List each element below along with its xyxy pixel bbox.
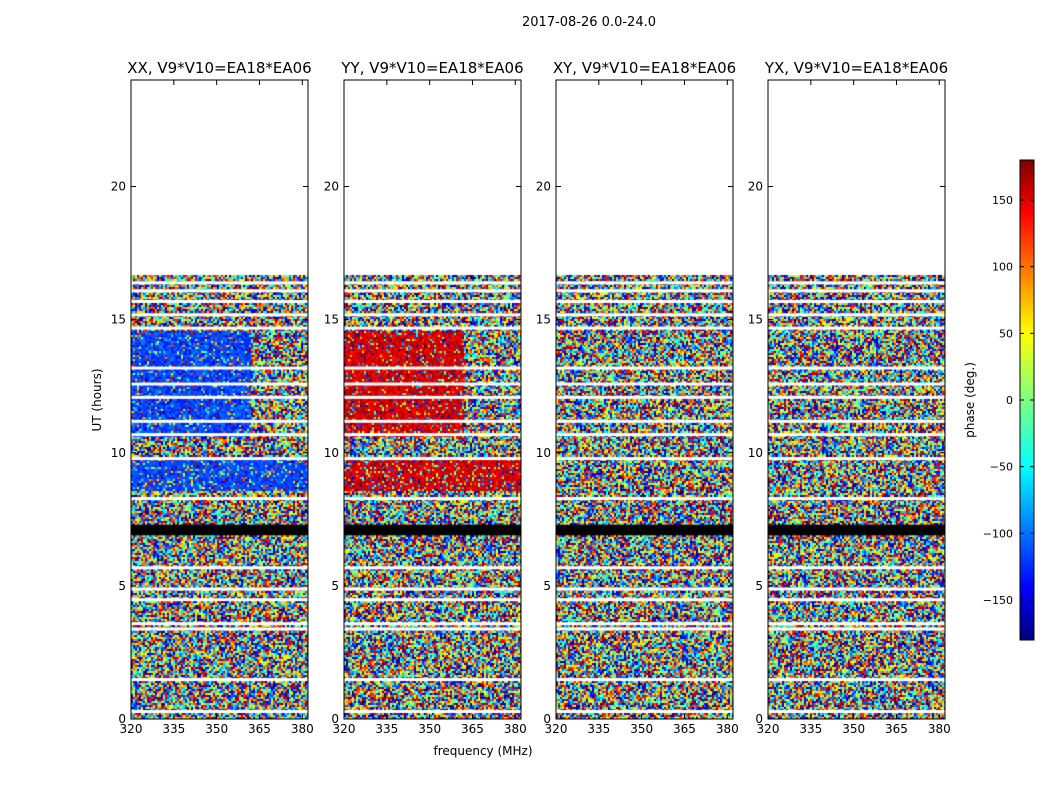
y-tick-label: 5 <box>755 579 763 593</box>
colorbar-tick-label: −50 <box>990 461 1013 474</box>
heatmap-3 <box>556 80 733 719</box>
heatmap-canvas-4 <box>768 80 945 719</box>
panel-1: XX, V9*V10=EA18*EA06 320 335 350 365 380 0 5 10 1… <box>111 59 314 736</box>
panel-frame-3 <box>555 79 734 720</box>
x-tick-label: 365 <box>248 722 271 736</box>
x-axis-label: frequency (MHz) <box>433 744 532 758</box>
colorbar-tick-label: 150 <box>992 194 1013 207</box>
y-tick-label: 0 <box>543 712 551 726</box>
y-tick-label: 5 <box>118 579 126 593</box>
y-tick-label: 10 <box>111 446 126 460</box>
panel-frame-4 <box>767 79 946 720</box>
x-tick-label: 365 <box>673 722 696 736</box>
y-tick-label: 20 <box>324 180 339 194</box>
figure-suptitle: 2017-08-26 0.0-24.0 <box>522 15 656 30</box>
heatmap-2 <box>344 80 521 719</box>
y-tick-label: 20 <box>111 180 126 194</box>
panel-title-2: YY, V9*V10=EA18*EA06 <box>340 59 523 77</box>
panels: XX, V9*V10=EA18*EA06 320 335 350 365 380 0 5 10 1… <box>111 59 951 736</box>
x-tick-label: 350 <box>842 722 865 736</box>
panel-title-4: YX, V9*V10=EA18*EA06 <box>764 59 948 77</box>
colorbar-label: phase (deg.) <box>963 362 977 438</box>
colorbar-tick-label: 100 <box>992 261 1013 274</box>
x-tick-label: 380 <box>291 722 314 736</box>
x-tick-label: 350 <box>418 722 441 736</box>
y-tick-label: 15 <box>536 313 551 327</box>
x-tick-label: 335 <box>587 722 610 736</box>
panel-2: YY, V9*V10=EA18*EA06 320 335 350 365 380 0 5 10 1… <box>324 59 527 736</box>
panel-4: YX, V9*V10=EA18*EA06 320 335 350 365 380 0 5 10 1… <box>748 59 951 736</box>
x-tick-label: 320 <box>333 722 356 736</box>
x-tick-label: 320 <box>757 722 780 736</box>
colorbar: −150 −100 −50 0 50 100 150 phase (deg.) <box>963 159 1035 641</box>
y-tick-label: 5 <box>331 579 339 593</box>
y-tick-label: 0 <box>755 712 763 726</box>
y-tick-label: 5 <box>543 579 551 593</box>
panel-3: XY, V9*V10=EA18*EA06 320 335 350 365 380 0 5 10 1… <box>536 59 739 736</box>
x-tick-label: 335 <box>799 722 822 736</box>
heatmap-canvas-2 <box>344 80 521 719</box>
colorbar-tick-label: 50 <box>999 327 1013 340</box>
heatmap-1 <box>131 80 308 719</box>
x-tick-label: 335 <box>162 722 185 736</box>
x-tick-label: 350 <box>205 722 228 736</box>
colorbar-tick-label: 0 <box>1006 394 1013 407</box>
y-tick-label: 0 <box>331 712 339 726</box>
colorbar-ticks: −150 −100 −50 0 50 100 150 <box>983 194 1034 607</box>
heatmap-4 <box>768 80 945 719</box>
panel-title-3: XY, V9*V10=EA18*EA06 <box>553 59 736 77</box>
colorbar-tick-label: −150 <box>983 594 1013 607</box>
x-tick-label: 365 <box>885 722 908 736</box>
y-tick-label: 10 <box>748 446 763 460</box>
x-tick-label: 350 <box>630 722 653 736</box>
panel-frame-2 <box>343 79 522 720</box>
y-tick-label: 20 <box>536 180 551 194</box>
y-tick-label: 10 <box>324 446 339 460</box>
y-tick-label: 10 <box>536 446 551 460</box>
colorbar-tick-label: −100 <box>983 527 1013 540</box>
x-tick-label: 365 <box>461 722 484 736</box>
y-tick-label: 0 <box>118 712 126 726</box>
x-tick-label: 335 <box>375 722 398 736</box>
x-tick-label: 380 <box>504 722 527 736</box>
heatmap-canvas-1 <box>131 80 308 719</box>
x-tick-label: 380 <box>928 722 951 736</box>
x-tick-label: 380 <box>716 722 739 736</box>
x-tick-label: 320 <box>120 722 143 736</box>
y-tick-label: 15 <box>748 313 763 327</box>
x-tick-label: 320 <box>545 722 568 736</box>
y-tick-label: 15 <box>111 313 126 327</box>
y-tick-label: 20 <box>748 180 763 194</box>
y-tick-label: 15 <box>324 313 339 327</box>
panel-title-1: XX, V9*V10=EA18*EA06 <box>127 59 311 77</box>
y-axis-label: UT (hours) <box>90 368 104 431</box>
heatmap-canvas-3 <box>556 80 733 719</box>
panel-frame-1 <box>130 79 309 720</box>
